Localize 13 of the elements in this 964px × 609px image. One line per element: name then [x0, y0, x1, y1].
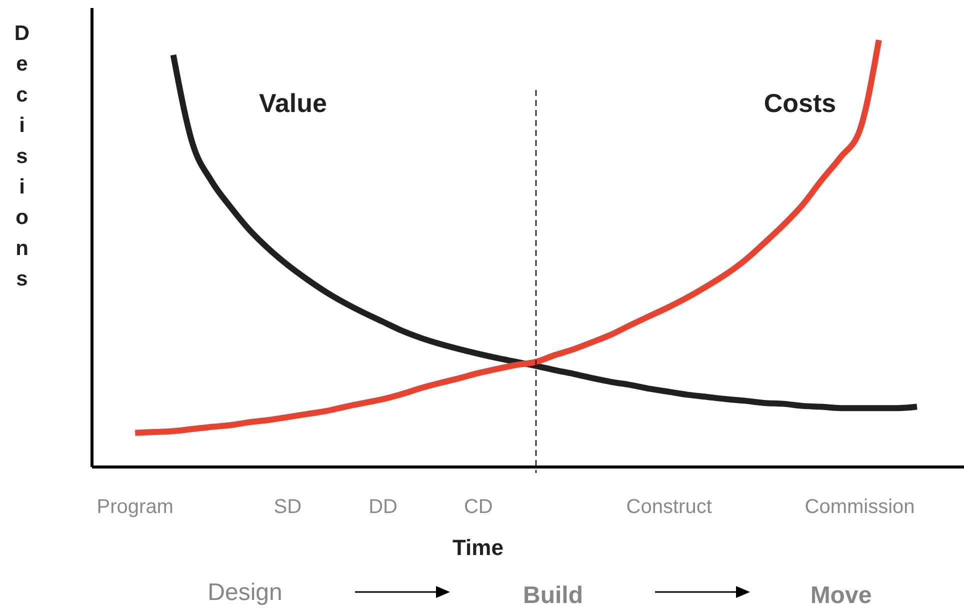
- x-tick-label: DD: [368, 496, 398, 518]
- series-label: Costs: [764, 88, 836, 118]
- text: Design: [208, 579, 282, 606]
- text: Decisions: [14, 22, 30, 291]
- x-tick-label: CD: [464, 496, 493, 518]
- text: Move: [810, 582, 872, 609]
- text: Build: [523, 582, 583, 609]
- x-tick-label: Program: [96, 496, 174, 518]
- x-tick-label: Commission: [804, 496, 915, 518]
- text: Value: [259, 88, 327, 118]
- x-tick-label: Construct: [626, 496, 712, 518]
- x-tick-label: SD: [274, 496, 302, 518]
- x-axis-title: Time: [452, 535, 504, 560]
